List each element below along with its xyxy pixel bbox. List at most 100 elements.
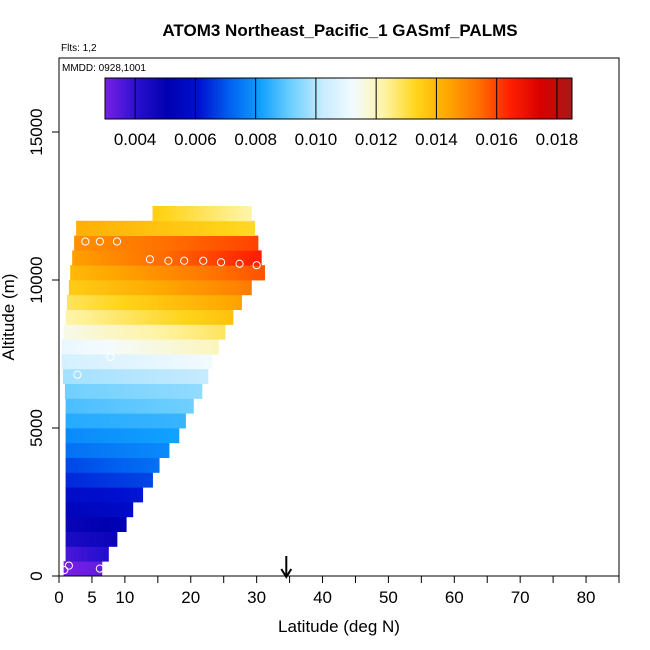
heatmap-cell <box>138 220 143 236</box>
heatmap-cell <box>209 220 214 236</box>
heatmap-cell <box>102 487 107 503</box>
heatmap-cell <box>123 413 128 429</box>
heatmap-cell <box>111 354 117 370</box>
heatmap-cell <box>101 516 107 532</box>
heatmap-cell <box>142 220 148 236</box>
heatmap-cell <box>151 235 157 251</box>
heatmap-cell <box>220 309 226 325</box>
heatmap-cell <box>187 294 193 310</box>
heatmap-cell <box>248 250 254 266</box>
heatmap-cell <box>93 280 99 296</box>
heatmap-cell <box>90 413 95 429</box>
heatmap-cell <box>102 339 108 355</box>
heatmap-cell <box>195 294 201 310</box>
heatmap-cell <box>125 324 131 340</box>
heatmap-cell <box>183 324 189 340</box>
heatmap-cell <box>73 442 79 458</box>
heatmap-cell <box>86 413 91 429</box>
heatmap-cell <box>64 383 70 399</box>
heatmap-cell <box>155 309 160 325</box>
heatmap-cell <box>151 280 157 296</box>
arrow-head <box>280 568 293 579</box>
heatmap-cell <box>166 250 172 266</box>
heatmap-cell <box>65 413 71 429</box>
heatmap-cell <box>99 502 104 518</box>
heatmap-cell <box>183 294 188 310</box>
heatmap-cell <box>118 280 124 296</box>
heatmap-cell <box>110 398 116 414</box>
heatmap-cell <box>110 428 115 444</box>
heatmap-cell <box>162 324 168 340</box>
heatmap-cell <box>222 206 228 222</box>
heatmap-cell <box>124 354 129 370</box>
heatmap-cell <box>133 294 138 310</box>
heatmap-cell <box>111 413 116 429</box>
heatmap-cell <box>78 235 83 251</box>
heatmap-cell <box>119 413 124 429</box>
heatmap-cell <box>69 531 75 547</box>
heatmap-cell <box>77 280 82 296</box>
heatmap-cell <box>214 339 219 355</box>
heatmap-cell <box>195 354 200 370</box>
heatmap-cell <box>147 235 153 251</box>
heatmap-cell <box>224 250 229 266</box>
heatmap-cell <box>87 294 93 310</box>
heatmap-cell <box>193 339 199 355</box>
heatmap-cell <box>65 398 71 414</box>
heatmap-cell <box>160 413 166 429</box>
heatmap-cell <box>204 309 209 325</box>
heatmap-cell <box>144 442 149 458</box>
heatmap-cell <box>150 220 156 236</box>
heatmap-cell <box>189 206 195 222</box>
heatmap-cell <box>157 265 162 281</box>
heatmap-cell <box>80 561 86 577</box>
heatmap-cell <box>204 324 209 340</box>
heatmap-cell <box>244 250 250 266</box>
heatmap-cell <box>143 309 148 325</box>
heatmap-cell <box>69 383 74 399</box>
heatmap-cell <box>65 546 71 562</box>
heatmap-cell <box>114 516 119 532</box>
heatmap-cell <box>83 368 89 384</box>
heatmap-cell <box>130 220 135 236</box>
heatmap-cell <box>140 472 145 488</box>
heatmap-cell <box>106 235 112 251</box>
heatmap-cell <box>178 368 184 384</box>
heatmap-cell <box>67 324 73 340</box>
heatmap-cell <box>158 428 164 444</box>
heatmap-cell <box>129 324 135 340</box>
heatmap-cell <box>128 265 133 281</box>
heatmap-cell <box>153 354 158 370</box>
heatmap-cell <box>112 294 118 310</box>
heatmap-cell <box>142 324 147 340</box>
heatmap-cell <box>113 250 118 266</box>
heatmap-cell <box>115 413 120 429</box>
heatmap-cell <box>78 265 84 281</box>
heatmap-cell <box>216 250 221 266</box>
heatmap-cell <box>156 383 161 399</box>
heatmap-cell <box>260 265 265 281</box>
heatmap-cell <box>69 354 75 370</box>
heatmap-cell <box>102 413 108 429</box>
heatmap-cell <box>63 561 69 577</box>
heatmap-cell <box>224 294 230 310</box>
heatmap-cell <box>65 472 71 488</box>
heatmap-cell <box>123 398 128 414</box>
heatmap-cell <box>127 235 132 251</box>
y-tick-label: 10000 <box>27 256 46 303</box>
heatmap-cell <box>81 516 87 532</box>
heatmap-cell <box>94 413 100 429</box>
heatmap-cell <box>239 206 244 222</box>
heatmap-cell <box>73 413 79 429</box>
heatmap-cell <box>214 280 219 296</box>
heatmap-cell <box>204 294 209 310</box>
heatmap-cell <box>193 206 199 222</box>
heatmap-cell <box>88 250 94 266</box>
heatmap-cell <box>86 502 92 518</box>
heatmap-cell <box>168 235 173 251</box>
heatmap-cell <box>97 561 103 577</box>
heatmap-cell <box>65 457 71 473</box>
heatmap-cell <box>188 309 193 325</box>
heatmap-cell <box>131 235 136 251</box>
heatmap-cell <box>243 206 248 222</box>
